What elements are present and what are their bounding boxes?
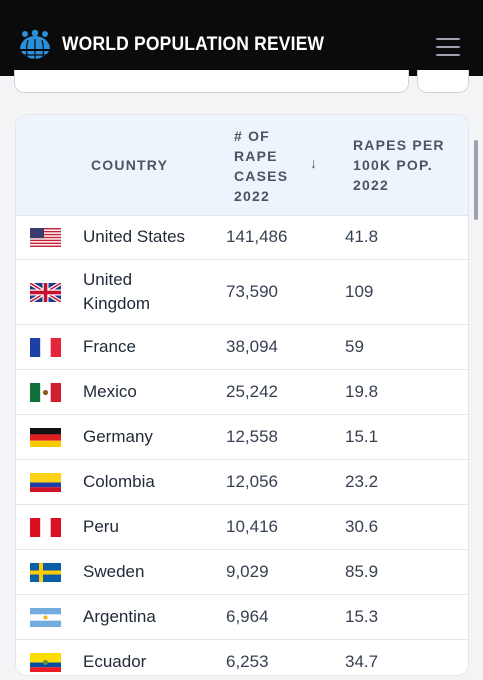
mx-flag-icon <box>30 382 61 402</box>
column-header-rape-cases[interactable]: # OF RAPE CASES 2022 <box>234 128 289 204</box>
rate-per-100k-value: 59 <box>345 336 364 356</box>
pe-flag-icon <box>30 517 61 537</box>
country-name[interactable]: Germany <box>83 426 153 446</box>
rate-per-100k-value: 15.3 <box>345 606 379 626</box>
de-flag-icon <box>30 427 61 447</box>
country-name[interactable]: United States <box>83 226 186 246</box>
top-nav-bar: WORLD POPULATION REVIEW <box>0 0 483 76</box>
table-header: COUNTRY # OF RAPE CASES 2022 ↓ RAPES PER… <box>16 115 468 216</box>
sort-descending-icon[interactable]: ↓ <box>310 155 317 171</box>
table-row[interactable]: Germany 12,558 15.1 <box>16 415 468 460</box>
table-row[interactable]: Mexico 25,242 19.8 <box>16 370 468 415</box>
se-flag-icon <box>30 562 61 582</box>
us-flag-icon <box>30 227 61 247</box>
country-name[interactable]: Peru <box>83 516 119 536</box>
rate-per-100k-value: 23.2 <box>345 471 379 491</box>
rape-cases-value: 73,590 <box>226 281 278 301</box>
rape-cases-value: 141,486 <box>226 226 288 246</box>
rape-cases-value: 12,056 <box>226 471 278 491</box>
uk-flag-icon <box>30 282 61 302</box>
rate-per-100k-value: 30.6 <box>345 516 379 536</box>
search-input[interactable] <box>14 70 409 93</box>
rate-per-100k-value: 85.9 <box>345 561 379 581</box>
rape-cases-value: 12,558 <box>226 426 278 446</box>
rape-cases-value: 6,253 <box>226 651 269 671</box>
rape-cases-value: 9,029 <box>226 561 269 581</box>
co-flag-icon <box>30 472 61 492</box>
ec-flag-icon <box>30 652 61 672</box>
country-name[interactable]: Sweden <box>83 561 145 581</box>
country-name[interactable]: Argentina <box>83 606 156 626</box>
table-row[interactable]: Peru 10,416 30.6 <box>16 505 468 550</box>
data-table: COUNTRY # OF RAPE CASES 2022 ↓ RAPES PER… <box>15 114 469 676</box>
ar-flag-icon <box>30 607 61 627</box>
rate-per-100k-value: 15.1 <box>345 426 379 446</box>
table-row[interactable]: United Kingdom 73,590 109 <box>16 260 468 325</box>
country-name[interactable]: Ecuador <box>83 651 147 671</box>
page-scrollbar[interactable] <box>474 140 478 220</box>
column-header-country[interactable]: COUNTRY <box>91 157 169 173</box>
rape-cases-value: 6,964 <box>226 606 269 626</box>
table-row[interactable]: France 38,094 59 <box>16 325 468 370</box>
table-row[interactable]: United States 141,486 41.8 <box>16 215 468 260</box>
table-row[interactable]: Ecuador 6,253 34.7 <box>16 640 468 675</box>
table-row[interactable]: Sweden 9,029 85.9 <box>16 550 468 595</box>
hamburger-menu-icon[interactable] <box>436 38 460 58</box>
rate-per-100k-value: 41.8 <box>345 226 379 246</box>
table-row[interactable]: Colombia 12,056 23.2 <box>16 460 468 505</box>
country-name[interactable]: Colombia <box>83 471 155 491</box>
column-header-rapes-per-100k[interactable]: RAPES PER 100K POP. 2022 <box>353 137 445 193</box>
country-name[interactable]: United Kingdom <box>83 269 151 313</box>
rate-per-100k-value: 34.7 <box>345 651 379 671</box>
rape-cases-value: 10,416 <box>226 516 278 536</box>
site-brand-title[interactable]: WORLD POPULATION REVIEW <box>62 34 325 55</box>
country-name[interactable]: France <box>83 336 136 356</box>
rate-per-100k-value: 19.8 <box>345 381 379 401</box>
country-name[interactable]: Mexico <box>83 381 137 401</box>
table-row[interactable]: Argentina 6,964 15.3 <box>16 595 468 640</box>
rate-per-100k-value: 109 <box>345 281 374 301</box>
fr-flag-icon <box>30 337 61 357</box>
globe-people-icon[interactable] <box>18 29 52 63</box>
rape-cases-value: 38,094 <box>226 336 278 356</box>
filter-button[interactable] <box>417 70 469 93</box>
rape-cases-value: 25,242 <box>226 381 278 401</box>
